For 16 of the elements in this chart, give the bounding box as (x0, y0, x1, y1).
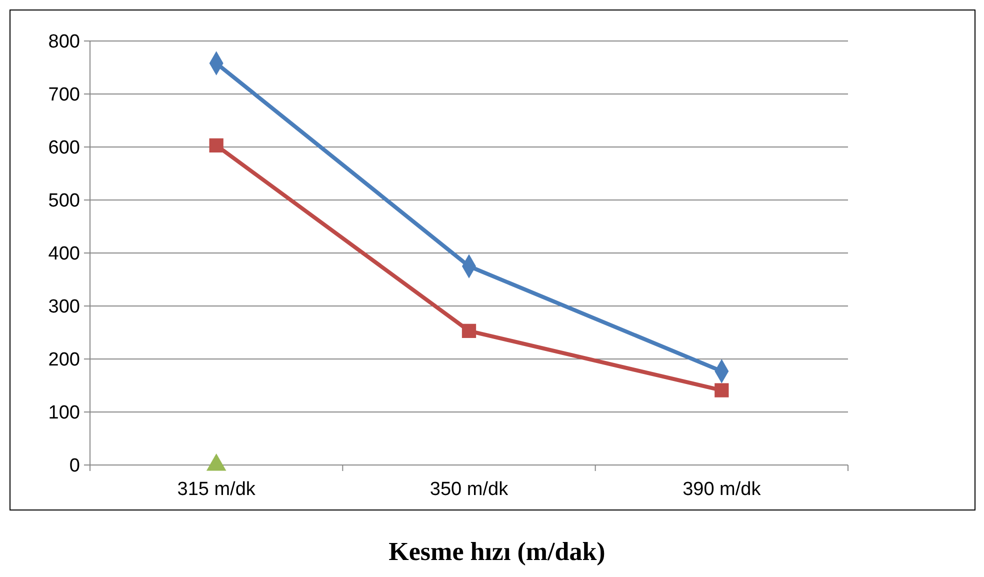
point (714, 383, 729, 398)
y-tick-label: 100 (48, 402, 80, 424)
y-tick-label: 600 (48, 138, 80, 159)
y-tick-label: 0 (69, 456, 80, 477)
y-tick-label: 300 (48, 296, 80, 318)
point (209, 138, 224, 152)
y-tick-label: 200 (48, 350, 80, 371)
x-tick-label: 350 m/dk (430, 479, 509, 500)
x-axis-title: Kesme hızı (m/dak) (388, 537, 606, 566)
y-tick-label: 700 (48, 84, 80, 106)
x-tick-label: 390 m/dk (682, 479, 762, 500)
y-tick-label: 400 (48, 244, 80, 265)
y-tick-label: 500 (48, 190, 80, 212)
point (462, 324, 476, 338)
x-tick-label: 315 m/dk (177, 479, 256, 500)
y-tick-label: 800 (48, 32, 80, 53)
